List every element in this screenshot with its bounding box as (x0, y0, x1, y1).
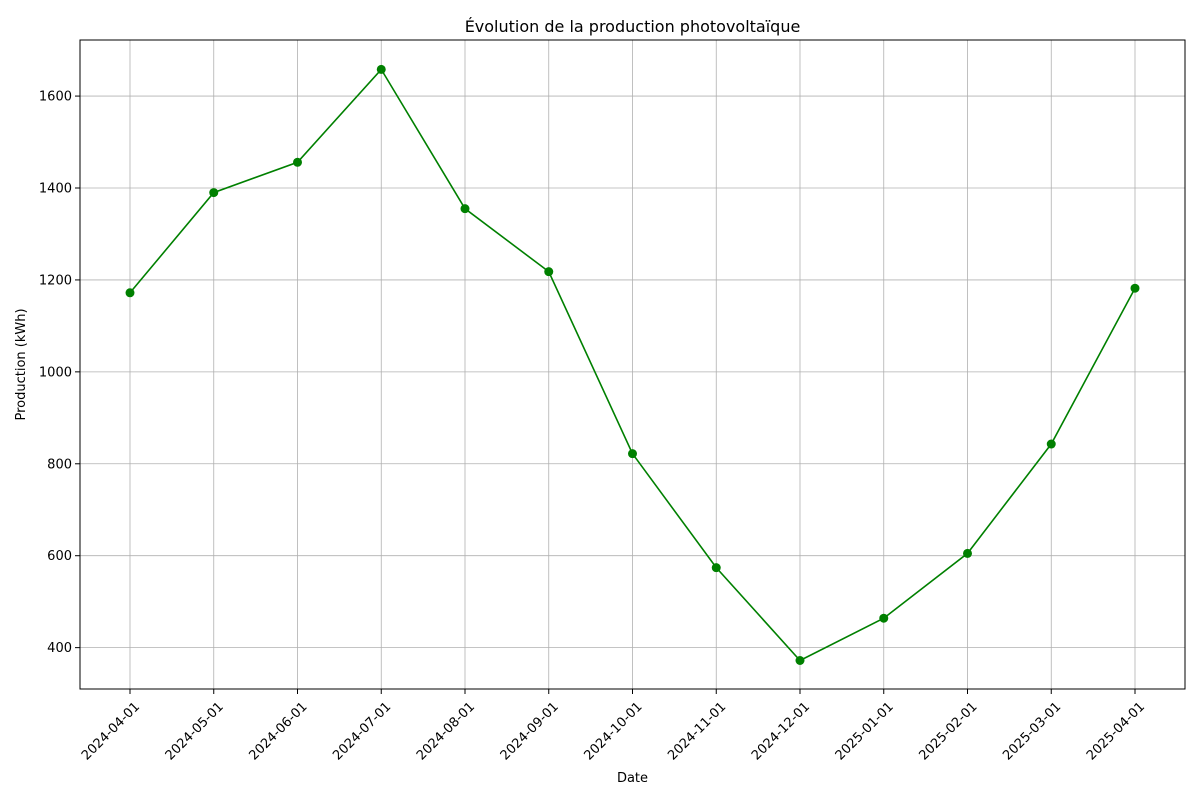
data-point-2025-04-01 (1130, 283, 1140, 293)
x-tick-label: 2025-02-01 (917, 699, 981, 763)
x-tick-label: 2024-09-01 (498, 699, 562, 763)
x-tick-label: 2024-04-01 (79, 699, 143, 763)
data-point-2024-10-01 (628, 449, 637, 459)
x-tick-label: 2024-08-01 (414, 699, 478, 763)
y-axis-label: Production (kWh) (14, 308, 29, 420)
y-tick-label: 1600 (39, 90, 72, 105)
y-tick-label: 1000 (39, 365, 72, 380)
data-point-2024-09-01 (544, 267, 554, 277)
x-tick-label: 2024-12-01 (749, 699, 813, 763)
x-tick-label: 2025-03-01 (1000, 699, 1064, 763)
data-point-2024-11-01 (711, 563, 721, 573)
x-tick-label: 2024-10-01 (582, 699, 646, 763)
data-point-2025-01-01 (879, 613, 889, 623)
y-tick-label: 600 (47, 549, 72, 564)
data-point-2024-12-01 (795, 656, 805, 666)
data-point-2024-04-01 (125, 288, 135, 298)
x-axis-ticks: 2024-04-01 2024-05-01 2024-06-01 2024-07-01… (79, 689, 1148, 763)
x-tick-label: 2025-04-01 (1084, 699, 1148, 763)
data-point-2024-07-01 (376, 64, 386, 74)
chart-title: Évolution de la production photovoltaïqu… (465, 17, 801, 36)
data-point-2024-05-01 (209, 188, 219, 198)
data-point-2025-03-01 (1046, 439, 1056, 449)
x-axis-label: Date (617, 771, 648, 786)
data-point-2024-08-01 (460, 204, 470, 214)
y-axis-ticks: 400 600 800 1000 1200 1400 1600 (39, 90, 80, 656)
grid-lines (80, 40, 1185, 689)
x-tick-label: 2024-05-01 (163, 699, 227, 763)
x-tick-label: 2024-11-01 (665, 699, 729, 763)
x-tick-label: 2024-07-01 (330, 699, 394, 763)
series-layer (125, 64, 1140, 666)
x-tick-label: 2024-06-01 (247, 699, 311, 763)
data-point-2024-06-01 (293, 157, 302, 167)
data-point-2025-02-01 (963, 548, 972, 558)
y-tick-label: 1400 (39, 182, 72, 197)
x-tick-label: 2025-01-01 (833, 699, 897, 763)
y-tick-label: 400 (47, 641, 72, 656)
y-tick-label: 800 (47, 457, 72, 472)
y-tick-label: 1200 (39, 273, 72, 288)
